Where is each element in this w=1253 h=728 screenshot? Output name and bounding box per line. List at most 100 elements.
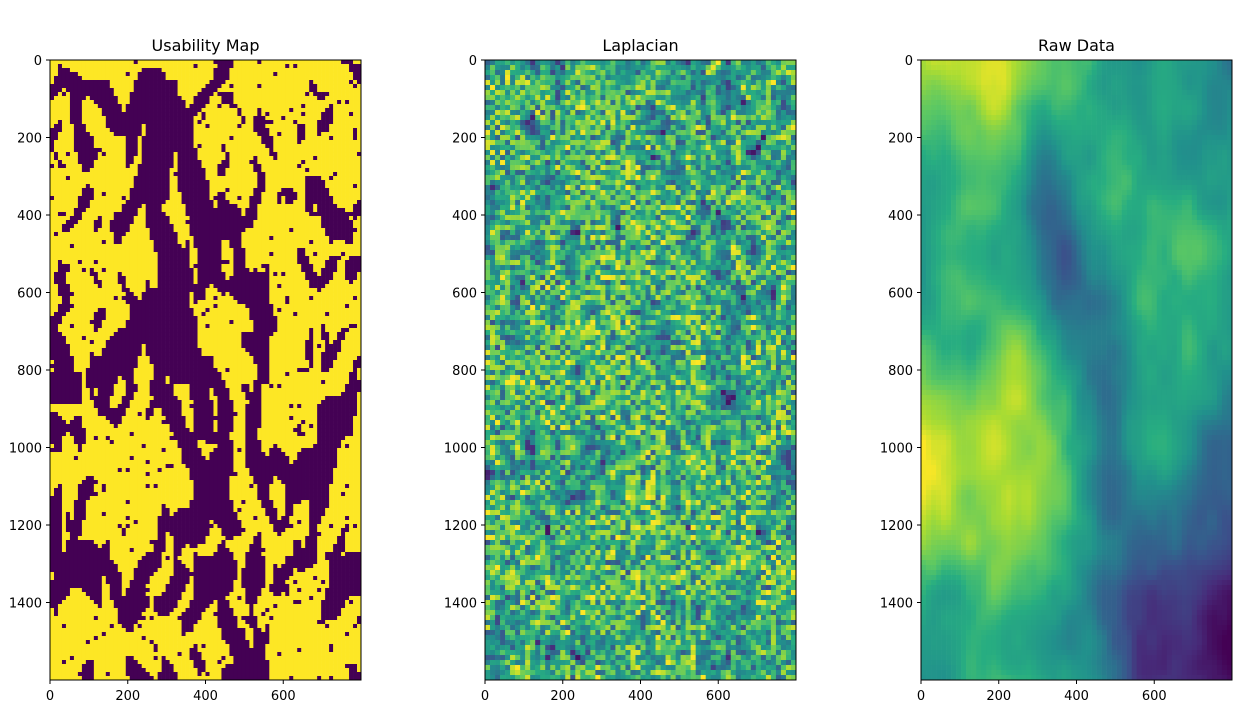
heatmap-cell xyxy=(93,100,99,105)
heatmap-cell xyxy=(77,140,83,145)
heatmap-cell xyxy=(217,80,222,85)
heatmap-cell xyxy=(93,144,99,149)
heatmap-cell xyxy=(141,160,146,165)
heatmap-cell xyxy=(249,188,254,193)
heatmap-cell xyxy=(225,184,230,189)
heatmap-cell xyxy=(225,72,230,77)
heatmap-cell xyxy=(81,292,87,297)
heatmap-cell xyxy=(325,172,330,177)
heatmap-cell xyxy=(217,64,222,69)
heatmap-cell xyxy=(213,224,218,229)
heatmap-cell xyxy=(89,244,95,249)
heatmap-cell xyxy=(173,108,178,113)
heatmap-cell xyxy=(125,96,131,101)
heatmap-cell xyxy=(61,180,67,185)
heatmap-cell xyxy=(205,236,210,241)
heatmap-cell xyxy=(345,128,350,133)
heatmap-cell xyxy=(165,128,170,133)
heatmap-cell xyxy=(353,248,358,253)
heatmap-cell xyxy=(333,136,338,141)
heatmap-cell xyxy=(281,68,286,73)
heatmap-cell xyxy=(237,72,242,77)
heatmap-cell xyxy=(277,232,282,237)
heatmap-cell xyxy=(97,252,103,257)
heatmap-cell xyxy=(337,260,342,265)
heatmap-cell xyxy=(125,284,131,289)
heatmap-cell xyxy=(233,180,238,185)
heatmap-cell xyxy=(205,196,210,201)
heatmap-cell xyxy=(257,172,262,177)
heatmap-cell xyxy=(233,196,238,201)
heatmap-cell xyxy=(201,308,206,313)
heatmap-cell xyxy=(301,88,306,93)
heatmap-cell xyxy=(61,140,67,145)
heatmap-cell xyxy=(185,60,190,65)
heatmap-cell xyxy=(161,292,166,297)
heatmap-cell xyxy=(293,252,298,257)
heatmap-cell xyxy=(169,68,174,73)
heatmap-cell xyxy=(145,200,150,205)
heatmap-cell xyxy=(133,88,139,93)
heatmap-cell xyxy=(177,208,182,213)
heatmap-cell xyxy=(357,64,361,69)
heatmap-cell xyxy=(213,60,218,65)
heatmap-cell xyxy=(353,76,358,81)
heatmap-cell xyxy=(333,196,338,201)
heatmap-cell xyxy=(109,284,115,289)
heatmap-cell xyxy=(261,140,266,145)
heatmap-cell xyxy=(165,184,170,189)
heatmap-cell xyxy=(165,260,170,265)
heatmap-cell xyxy=(109,208,115,213)
heatmap-cell xyxy=(341,116,346,121)
heatmap-cell xyxy=(213,200,218,205)
heatmap-cell xyxy=(337,176,342,181)
heatmap-cell xyxy=(237,100,242,105)
heatmap-cell xyxy=(225,304,230,309)
heatmap-cell xyxy=(205,216,210,221)
heatmap-cell xyxy=(105,268,111,273)
heatmap-cell xyxy=(209,200,214,205)
heatmap-cell xyxy=(113,256,119,261)
heatmap-cell xyxy=(273,180,278,185)
heatmap-cell xyxy=(105,212,111,217)
heatmap-cell xyxy=(189,160,194,165)
heatmap-cell xyxy=(309,188,314,193)
heatmap-cell xyxy=(213,168,218,173)
heatmap-cell xyxy=(297,304,302,309)
heatmap-cell xyxy=(205,84,210,89)
heatmap-cell xyxy=(237,312,242,317)
heatmap-cell xyxy=(269,244,274,249)
heatmap-cell xyxy=(221,180,226,185)
heatmap-cell xyxy=(141,112,146,117)
heatmap-cell xyxy=(157,308,162,313)
heatmap-cell xyxy=(321,252,326,257)
heatmap-cell xyxy=(93,64,99,69)
heatmap-cell xyxy=(233,60,238,65)
heatmap-cell xyxy=(129,160,135,165)
heatmap-cell xyxy=(133,268,139,273)
heatmap-cell xyxy=(189,268,194,273)
heatmap-cell xyxy=(113,132,119,137)
heatmap-cell xyxy=(221,308,226,313)
heatmap-cell xyxy=(149,152,154,157)
heatmap-cell xyxy=(293,88,298,93)
heatmap-cell xyxy=(65,116,71,121)
heatmap-cell xyxy=(221,292,226,297)
heatmap-cell xyxy=(333,228,338,233)
heatmap-cell xyxy=(189,144,194,149)
heatmap-cell xyxy=(209,236,214,241)
heatmap-cell xyxy=(217,140,222,145)
heatmap-cell xyxy=(293,300,298,305)
heatmap-cell xyxy=(281,228,286,233)
heatmap-cell xyxy=(117,296,123,301)
heatmap-cell xyxy=(309,276,314,281)
heatmap-cell xyxy=(117,136,123,141)
heatmap-cell xyxy=(77,116,83,121)
heatmap-cell xyxy=(337,64,342,69)
heatmap-cell xyxy=(229,116,234,121)
heatmap-cell xyxy=(197,104,202,109)
heatmap-cell xyxy=(161,60,166,65)
heatmap-cell xyxy=(297,84,302,89)
heatmap-cell xyxy=(149,240,154,245)
heatmap-cell xyxy=(233,96,238,101)
